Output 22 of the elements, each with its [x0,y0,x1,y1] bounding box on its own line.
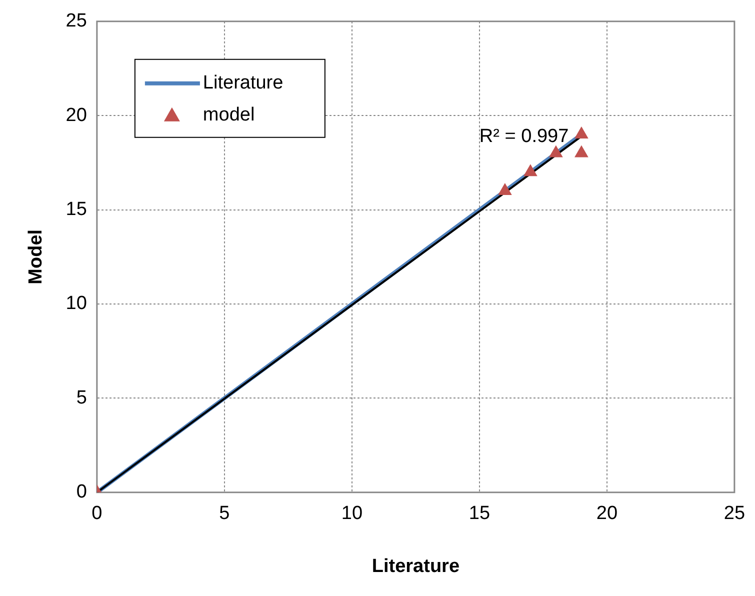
point [549,145,563,158]
x-tick-label: 20 [596,503,618,524]
legend-label: Literature [202,72,284,94]
x-tick-label: 10 [341,503,363,524]
point [498,182,512,195]
point [574,126,588,138]
x-axis-title: Literature [372,556,460,577]
legend-label: model [202,104,255,126]
point [574,145,588,158]
x-tick-label: 5 [219,503,230,524]
x-tick-label: 25 [724,503,746,524]
y-tick-label: 25 [66,10,87,32]
y-tick-label: 5 [76,387,87,408]
point [524,164,538,176]
x-tick-label: 0 [92,503,102,524]
y-tick-label: 15 [66,199,87,220]
annotation: R² = 0.997 [479,126,569,148]
y-tick-label: 10 [66,293,87,314]
y-axis-title: Model [26,229,47,284]
y-tick-label: 0 [76,482,87,503]
y-tick-label: 20 [66,104,87,126]
x-tick-label: 15 [468,503,490,524]
